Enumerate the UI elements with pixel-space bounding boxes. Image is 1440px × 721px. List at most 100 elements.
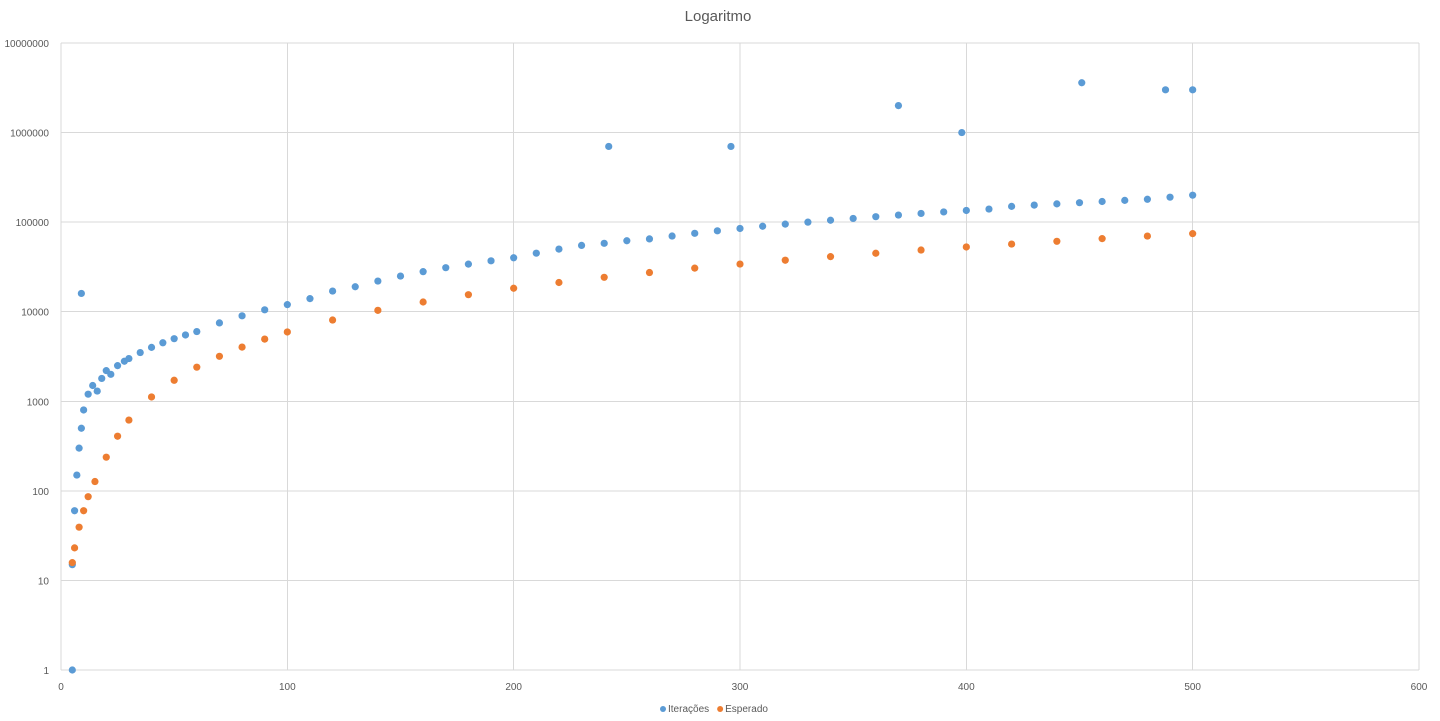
legend-item[interactable]: Esperado: [717, 704, 768, 715]
data-point: [894, 211, 903, 219]
data-point: [487, 257, 495, 265]
data-point: [93, 387, 101, 395]
data-point: [193, 327, 201, 336]
grid-lines: [60, 42, 1420, 671]
data-point: [759, 222, 767, 230]
data-point: [170, 335, 178, 343]
data-point: [68, 559, 76, 567]
legend-marker: [717, 706, 724, 712]
x-axis-tick-labels: 0 100 200 300 400 500 600: [58, 682, 1428, 693]
x-tick-label: 300: [732, 682, 749, 693]
data-point: [645, 235, 654, 243]
chart-title: Logaritmo: [685, 8, 752, 25]
x-tick-label: 400: [958, 682, 975, 693]
data-point: [73, 471, 81, 479]
data-point: [70, 544, 79, 552]
data-point: [80, 507, 88, 515]
data-point: [68, 666, 76, 674]
data-point: [261, 335, 269, 343]
data-point: [804, 218, 812, 226]
data-point: [374, 277, 382, 285]
data-point: [1189, 191, 1197, 199]
data-point: [872, 249, 880, 257]
legend-item[interactable]: Iterações: [660, 704, 709, 715]
legend-marker: [660, 706, 666, 712]
data-point: [532, 249, 540, 257]
data-point: [215, 352, 224, 360]
data-point: [849, 214, 857, 223]
data-point: [113, 362, 122, 370]
data-point: [894, 102, 903, 110]
data-point: [329, 316, 337, 324]
data-point: [645, 268, 654, 277]
y-tick-label: 10000000: [5, 39, 50, 50]
data-point: [261, 306, 269, 314]
data-point: [283, 301, 291, 309]
data-point: [170, 376, 178, 384]
data-point: [985, 205, 993, 213]
data-point: [600, 239, 608, 247]
data-point: [419, 268, 427, 276]
x-tick-label: 600: [1411, 682, 1428, 693]
data-point: [1053, 200, 1061, 208]
data-point: [872, 213, 880, 221]
data-point: [668, 232, 676, 240]
data-point: [736, 260, 744, 268]
data-point: [1098, 235, 1106, 243]
data-point: [940, 208, 948, 216]
data-point: [727, 142, 735, 151]
data-point: [691, 229, 699, 237]
data-point: [713, 227, 721, 235]
x-tick-label: 500: [1184, 682, 1201, 693]
data-point: [1143, 195, 1151, 203]
legend-label: Esperado: [725, 704, 768, 715]
data-point: [826, 253, 835, 261]
x-tick-label: 200: [505, 682, 522, 693]
data-point: [98, 374, 106, 383]
data-point: [464, 291, 472, 299]
data-point: [75, 444, 83, 452]
data-point: [113, 432, 122, 440]
data-point: [962, 243, 970, 251]
data-point: [958, 128, 966, 137]
y-tick-label: 1: [43, 666, 49, 677]
x-tick-label: 100: [279, 682, 296, 693]
data-point: [1078, 79, 1086, 87]
data-point: [464, 260, 472, 268]
data-point: [1143, 232, 1151, 240]
data-point: [1030, 201, 1038, 209]
data-point: [70, 507, 79, 515]
data-point: [75, 523, 83, 531]
data-point: [77, 289, 85, 298]
legend[interactable]: Iterações Esperado: [660, 704, 768, 715]
data-point: [1098, 197, 1106, 206]
data-point: [77, 424, 85, 432]
y-tick-label: 100000: [16, 218, 50, 229]
legend-label: Iterações: [668, 704, 709, 715]
data-point: [181, 331, 190, 339]
data-point: [510, 284, 518, 292]
data-point: [283, 328, 291, 336]
data-point: [623, 237, 631, 245]
data-point: [781, 220, 789, 228]
data-point: [89, 381, 97, 390]
data-point: [962, 206, 970, 215]
data-point: [215, 319, 224, 327]
y-tick-label: 10000: [21, 308, 49, 319]
data-point: [1189, 86, 1197, 94]
data-point: [1161, 86, 1170, 94]
y-axis-tick-labels: 1 10 100 1000 10000 100000 1000000 10000000: [5, 39, 50, 677]
data-point: [91, 477, 99, 486]
data-point: [605, 142, 613, 151]
data-point: [193, 363, 201, 371]
data-point: [107, 370, 115, 378]
data-point: [510, 254, 518, 262]
data-point: [781, 256, 789, 264]
data-point: [736, 224, 744, 233]
data-point: [917, 246, 925, 254]
data-point: [1166, 193, 1174, 201]
data-point: [1121, 196, 1129, 204]
data-point: [84, 390, 92, 398]
data-point: [147, 393, 156, 401]
